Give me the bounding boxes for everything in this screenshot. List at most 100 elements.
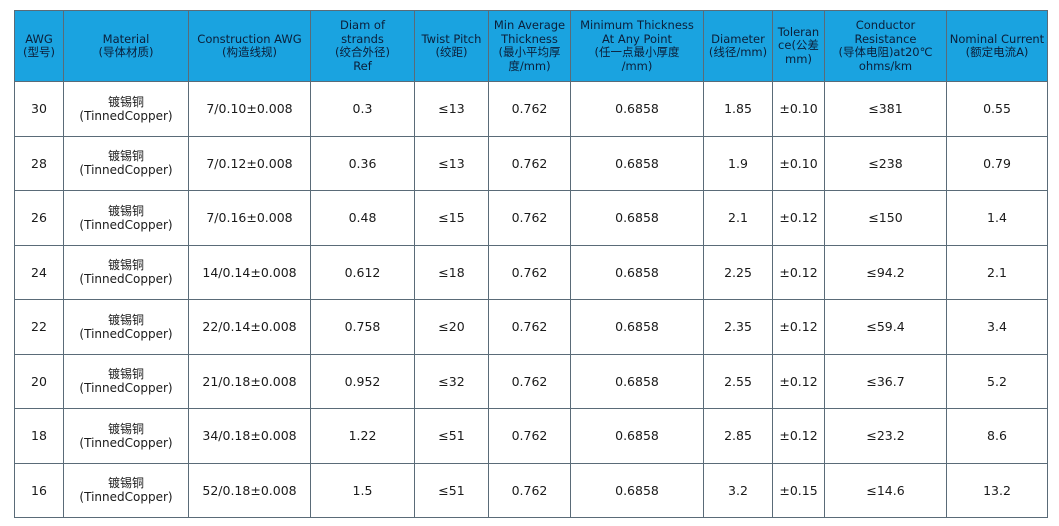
cell-diameter: 3.2 <box>703 462 773 518</box>
cell-tolerance: ±0.12 <box>772 190 825 246</box>
cell-awg: 22 <box>14 299 64 355</box>
cell-current: 2.1 <box>946 244 1048 300</box>
cell-construction: 21/0.18±0.008 <box>188 353 311 409</box>
cell-min-thickness: 0.6858 <box>570 190 704 246</box>
header-construction: Construction AWG (构造线规) <box>188 10 311 82</box>
cell-material: 镀锡铜 (TinnedCopper) <box>63 81 189 137</box>
cell-min-avg-thickness: 0.762 <box>488 299 571 355</box>
table-row: 20 镀锡铜 (TinnedCopper) 21/0.18±0.008 0.95… <box>14 353 1048 409</box>
cell-awg: 18 <box>14 408 64 464</box>
table-row: 26 镀锡铜 (TinnedCopper) 7/0.16±0.008 0.48 … <box>14 190 1048 246</box>
cell-diameter: 2.35 <box>703 299 773 355</box>
cell-resistance: ≤14.6 <box>824 462 947 518</box>
cell-current: 1.4 <box>946 190 1048 246</box>
cell-diam-strands: 0.3 <box>310 81 415 137</box>
cell-construction: 14/0.14±0.008 <box>188 244 311 300</box>
cell-current: 5.2 <box>946 353 1048 409</box>
table-row: 30 镀锡铜 (TinnedCopper) 7/0.10±0.008 0.3 ≤… <box>14 81 1048 137</box>
cell-material: 镀锡铜 (TinnedCopper) <box>63 462 189 518</box>
cell-construction: 7/0.10±0.008 <box>188 81 311 137</box>
cell-diameter: 2.85 <box>703 408 773 464</box>
cell-resistance: ≤59.4 <box>824 299 947 355</box>
header-diam-strands: Diam of strands (绞合外径) Ref <box>310 10 415 82</box>
cell-material: 镀锡铜 (TinnedCopper) <box>63 244 189 300</box>
cell-tolerance: ±0.10 <box>772 135 825 191</box>
cell-min-thickness: 0.6858 <box>570 462 704 518</box>
cell-twist-pitch: ≤20 <box>414 299 489 355</box>
header-resistance: Conductor Resistance (导体电阻)at20℃ ohms/km <box>824 10 947 82</box>
table-row: 18 镀锡铜 (TinnedCopper) 34/0.18±0.008 1.22… <box>14 408 1048 464</box>
cell-resistance: ≤23.2 <box>824 408 947 464</box>
cell-twist-pitch: ≤51 <box>414 408 489 464</box>
cell-diam-strands: 0.612 <box>310 244 415 300</box>
table-row: 28 镀锡铜 (TinnedCopper) 7/0.12±0.008 0.36 … <box>14 135 1048 191</box>
cell-tolerance: ±0.12 <box>772 408 825 464</box>
cell-diam-strands: 0.36 <box>310 135 415 191</box>
cell-min-thickness: 0.6858 <box>570 244 704 300</box>
cell-construction: 7/0.16±0.008 <box>188 190 311 246</box>
cell-material: 镀锡铜 (TinnedCopper) <box>63 408 189 464</box>
cell-min-avg-thickness: 0.762 <box>488 81 571 137</box>
cell-construction: 52/0.18±0.008 <box>188 462 311 518</box>
cell-min-avg-thickness: 0.762 <box>488 408 571 464</box>
cell-min-avg-thickness: 0.762 <box>488 135 571 191</box>
header-nominal-current: Nominal Current (额定电流A) <box>946 10 1048 82</box>
cell-min-thickness: 0.6858 <box>570 353 704 409</box>
cell-resistance: ≤94.2 <box>824 244 947 300</box>
cell-resistance: ≤381 <box>824 81 947 137</box>
header-diameter: Diameter (线径/mm) <box>703 10 773 82</box>
cell-min-thickness: 0.6858 <box>570 299 704 355</box>
cell-diam-strands: 0.48 <box>310 190 415 246</box>
cell-diam-strands: 1.22 <box>310 408 415 464</box>
cell-twist-pitch: ≤51 <box>414 462 489 518</box>
cell-current: 13.2 <box>946 462 1048 518</box>
cell-material: 镀锡铜 (TinnedCopper) <box>63 353 189 409</box>
table-row: 24 镀锡铜 (TinnedCopper) 14/0.14±0.008 0.61… <box>14 244 1048 300</box>
cell-resistance: ≤238 <box>824 135 947 191</box>
cell-min-avg-thickness: 0.762 <box>488 353 571 409</box>
cell-tolerance: ±0.10 <box>772 81 825 137</box>
cell-current: 8.6 <box>946 408 1048 464</box>
cell-awg: 30 <box>14 81 64 137</box>
cell-tolerance: ±0.15 <box>772 462 825 518</box>
cell-min-thickness: 0.6858 <box>570 81 704 137</box>
cell-min-avg-thickness: 0.762 <box>488 462 571 518</box>
cell-construction: 7/0.12±0.008 <box>188 135 311 191</box>
spec-table-container: AWG (型号) Material (导体材质) Construction AW… <box>14 10 1048 518</box>
cell-current: 0.55 <box>946 81 1048 137</box>
cell-current: 0.79 <box>946 135 1048 191</box>
cell-twist-pitch: ≤15 <box>414 190 489 246</box>
header-row: AWG (型号) Material (导体材质) Construction AW… <box>14 10 1048 82</box>
header-material: Material (导体材质) <box>63 10 189 82</box>
cell-awg: 28 <box>14 135 64 191</box>
header-awg: AWG (型号) <box>14 10 64 82</box>
cell-min-avg-thickness: 0.762 <box>488 190 571 246</box>
cell-material: 镀锡铜 (TinnedCopper) <box>63 299 189 355</box>
header-min-thickness: Minimum Thickness At Any Point (任一点最小厚度 … <box>570 10 704 82</box>
cell-resistance: ≤150 <box>824 190 947 246</box>
table-row: 16 镀锡铜 (TinnedCopper) 52/0.18±0.008 1.5 … <box>14 462 1048 518</box>
cell-diameter: 1.85 <box>703 81 773 137</box>
cell-diam-strands: 0.758 <box>310 299 415 355</box>
header-min-avg-thickness: Min Average Thickness (最小平均厚 度/mm) <box>488 10 571 82</box>
cell-awg: 26 <box>14 190 64 246</box>
cell-diameter: 2.25 <box>703 244 773 300</box>
cell-min-thickness: 0.6858 <box>570 408 704 464</box>
cell-min-avg-thickness: 0.762 <box>488 244 571 300</box>
cell-diameter: 2.1 <box>703 190 773 246</box>
table-row: 22 镀锡铜 (TinnedCopper) 22/0.14±0.008 0.75… <box>14 299 1048 355</box>
cell-awg: 16 <box>14 462 64 518</box>
cell-twist-pitch: ≤32 <box>414 353 489 409</box>
cell-construction: 34/0.18±0.008 <box>188 408 311 464</box>
cell-twist-pitch: ≤13 <box>414 81 489 137</box>
header-twist-pitch: Twist Pitch (绞距) <box>414 10 489 82</box>
cell-construction: 22/0.14±0.008 <box>188 299 311 355</box>
cell-min-thickness: 0.6858 <box>570 135 704 191</box>
cell-current: 3.4 <box>946 299 1048 355</box>
wire-spec-table: AWG (型号) Material (导体材质) Construction AW… <box>14 10 1048 518</box>
cell-material: 镀锡铜 (TinnedCopper) <box>63 190 189 246</box>
cell-resistance: ≤36.7 <box>824 353 947 409</box>
cell-diam-strands: 1.5 <box>310 462 415 518</box>
cell-tolerance: ±0.12 <box>772 244 825 300</box>
header-tolerance: Toleran ce(公差 mm) <box>772 10 825 82</box>
